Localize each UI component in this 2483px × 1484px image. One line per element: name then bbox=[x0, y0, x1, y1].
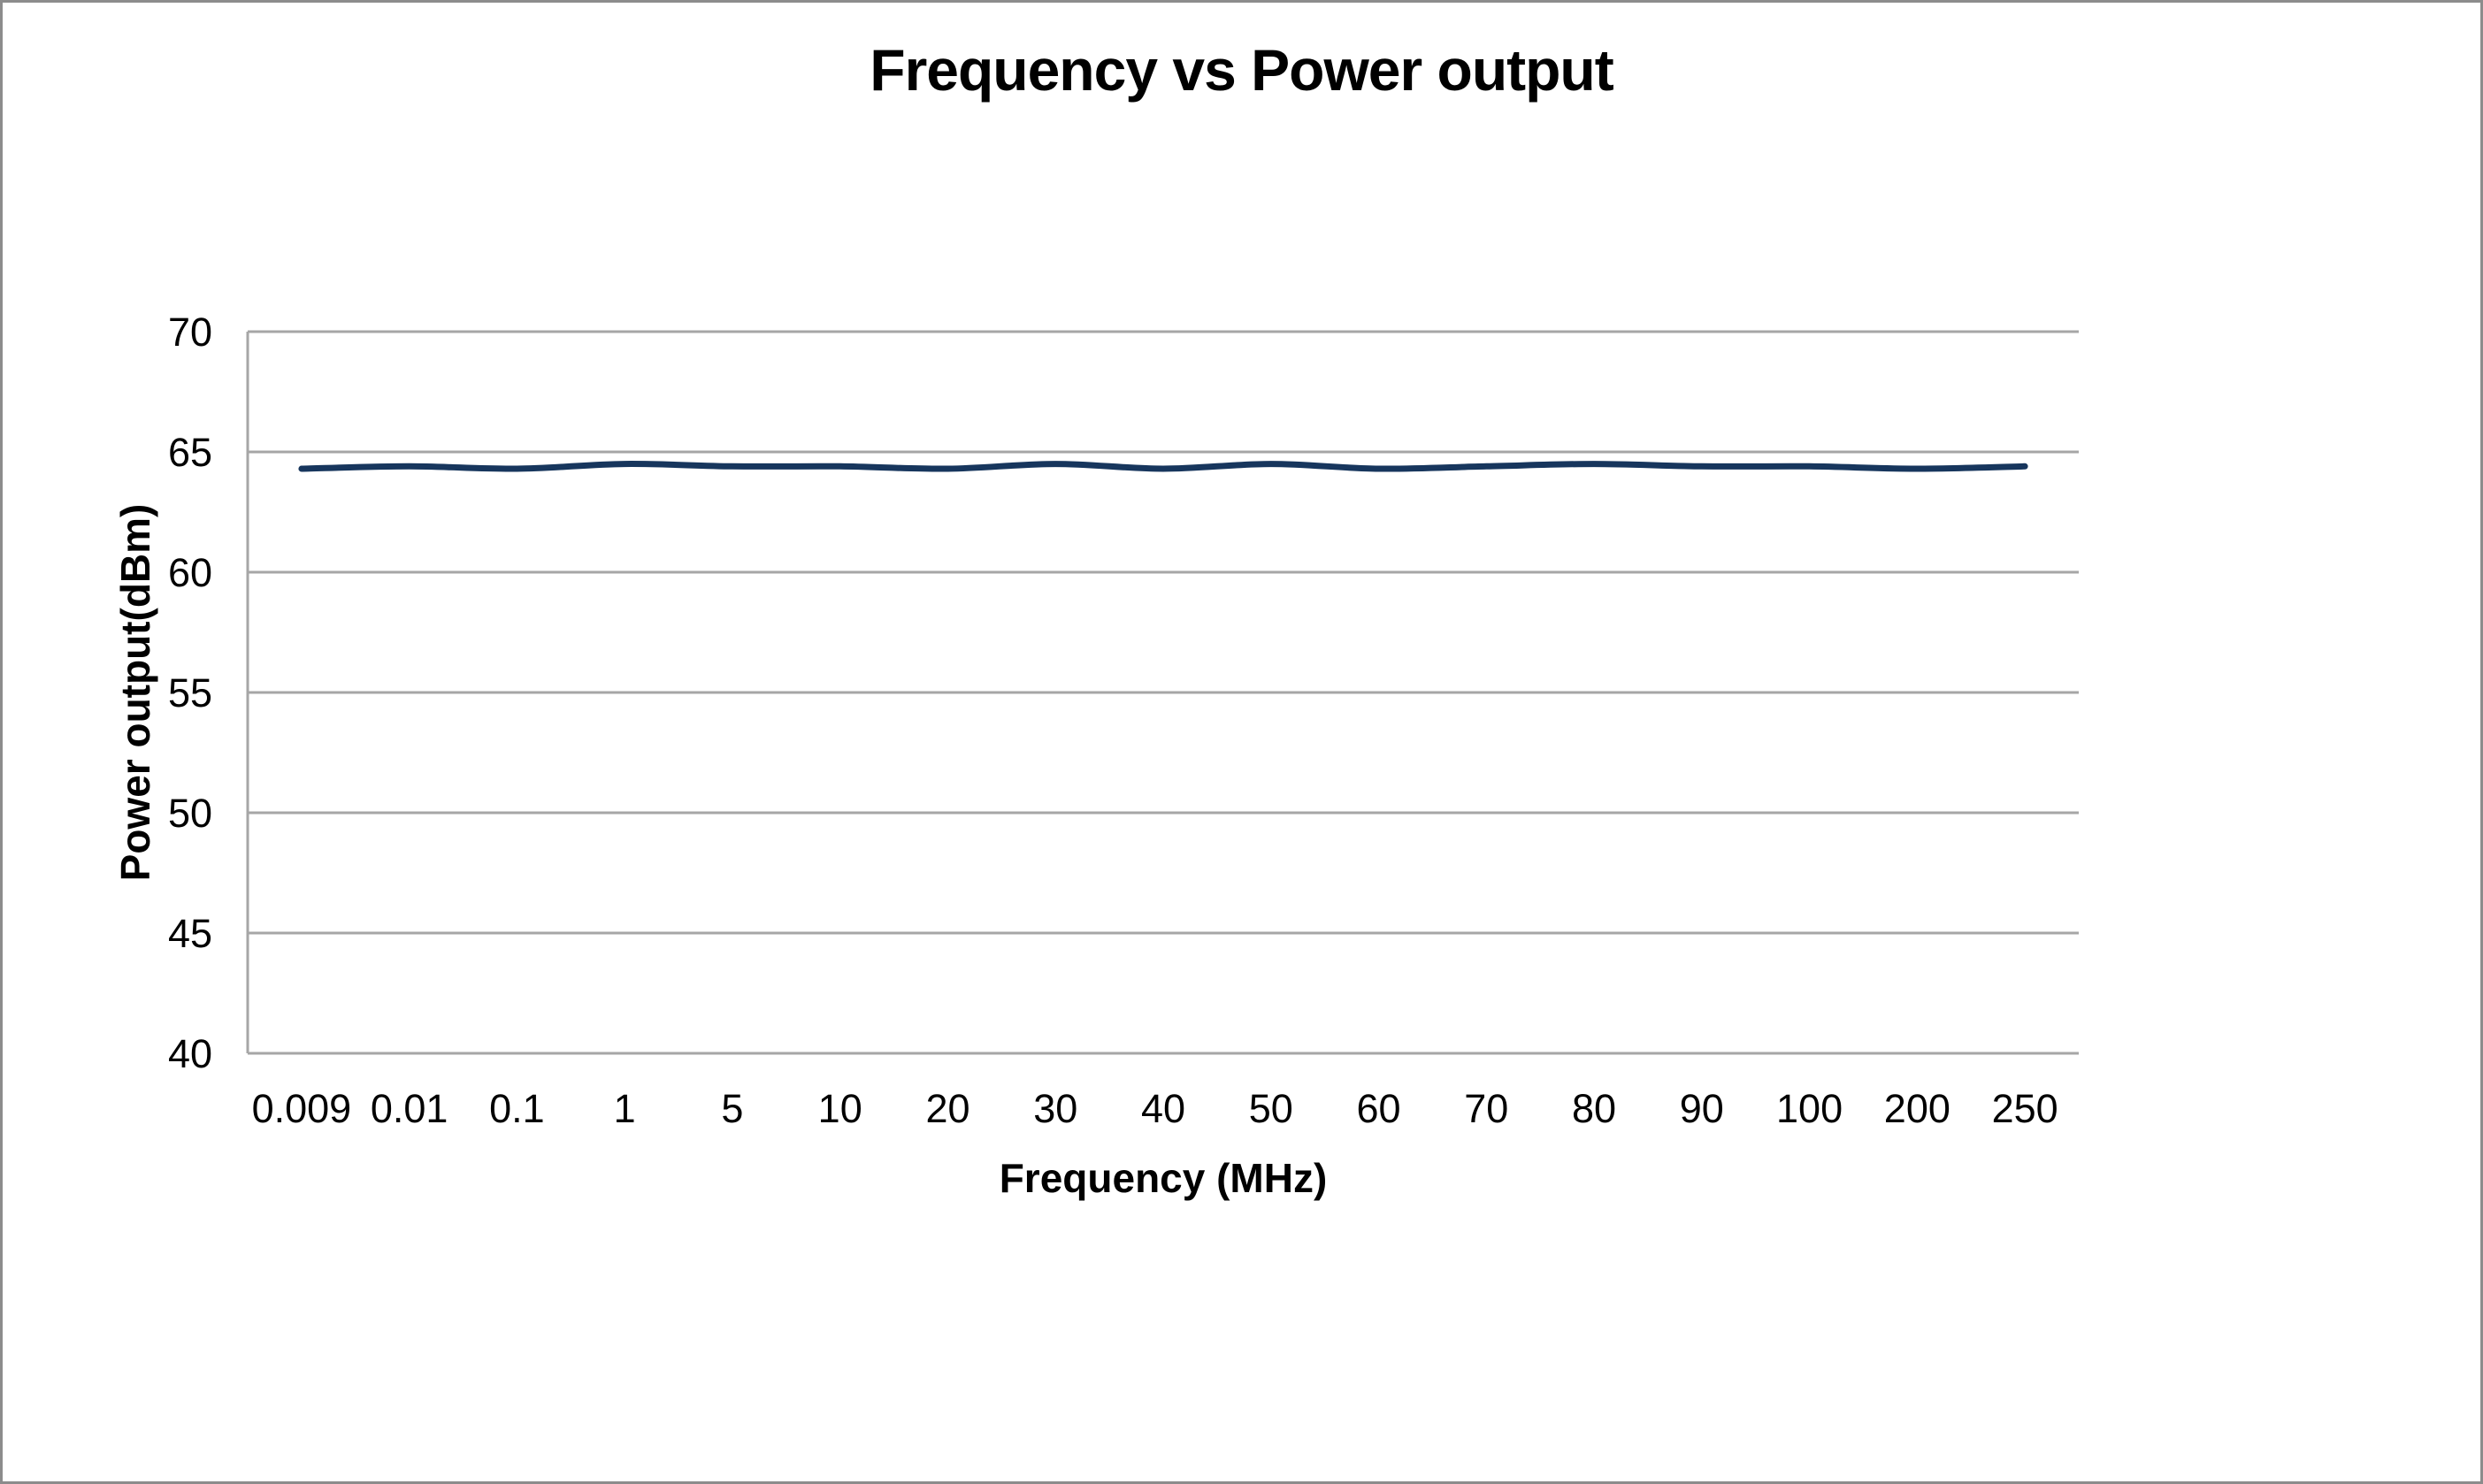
plot-area: 40 45 50 55 60 65 70 0.009 0.01 0.1 1 5 10 20 30 40 50 60… bbox=[168, 310, 2079, 1131]
y-tick-label: 45 bbox=[168, 911, 212, 956]
x-axis-title: Frequency (MHz) bbox=[999, 1155, 1328, 1201]
x-tick-label: 80 bbox=[1572, 1086, 1616, 1131]
y-axis-title: Power output(dBm) bbox=[112, 503, 158, 882]
y-tick-label: 50 bbox=[168, 791, 212, 836]
y-tick-label: 55 bbox=[168, 670, 212, 715]
x-tick-label: 0.1 bbox=[489, 1086, 545, 1131]
y-tick-label: 70 bbox=[168, 310, 212, 355]
y-tick-label: 40 bbox=[168, 1031, 212, 1076]
y-tick-label: 65 bbox=[168, 430, 212, 475]
x-tick-label: 40 bbox=[1141, 1086, 1185, 1131]
x-tick-label: 90 bbox=[1680, 1086, 1724, 1131]
x-tick-label: 20 bbox=[925, 1086, 969, 1131]
x-tick-label: 70 bbox=[1464, 1086, 1508, 1131]
x-tick-label: 100 bbox=[1776, 1086, 1843, 1131]
chart-title: Frequency vs Power output bbox=[870, 37, 1613, 103]
series-line bbox=[298, 461, 2028, 472]
x-tick-label: 10 bbox=[818, 1086, 862, 1131]
x-tick-label: 5 bbox=[721, 1086, 743, 1131]
x-tick-label: 60 bbox=[1356, 1086, 1400, 1131]
x-tick-label: 30 bbox=[1033, 1086, 1077, 1131]
x-tick-label: 200 bbox=[1884, 1086, 1950, 1131]
x-tick-label: 1 bbox=[614, 1086, 636, 1131]
x-tick-label: 50 bbox=[1249, 1086, 1293, 1131]
x-tick-label: 0.009 bbox=[252, 1086, 352, 1131]
y-tick-label: 60 bbox=[168, 550, 212, 595]
x-tick-label: 250 bbox=[1992, 1086, 2058, 1131]
x-tick-label: 0.01 bbox=[371, 1086, 448, 1131]
